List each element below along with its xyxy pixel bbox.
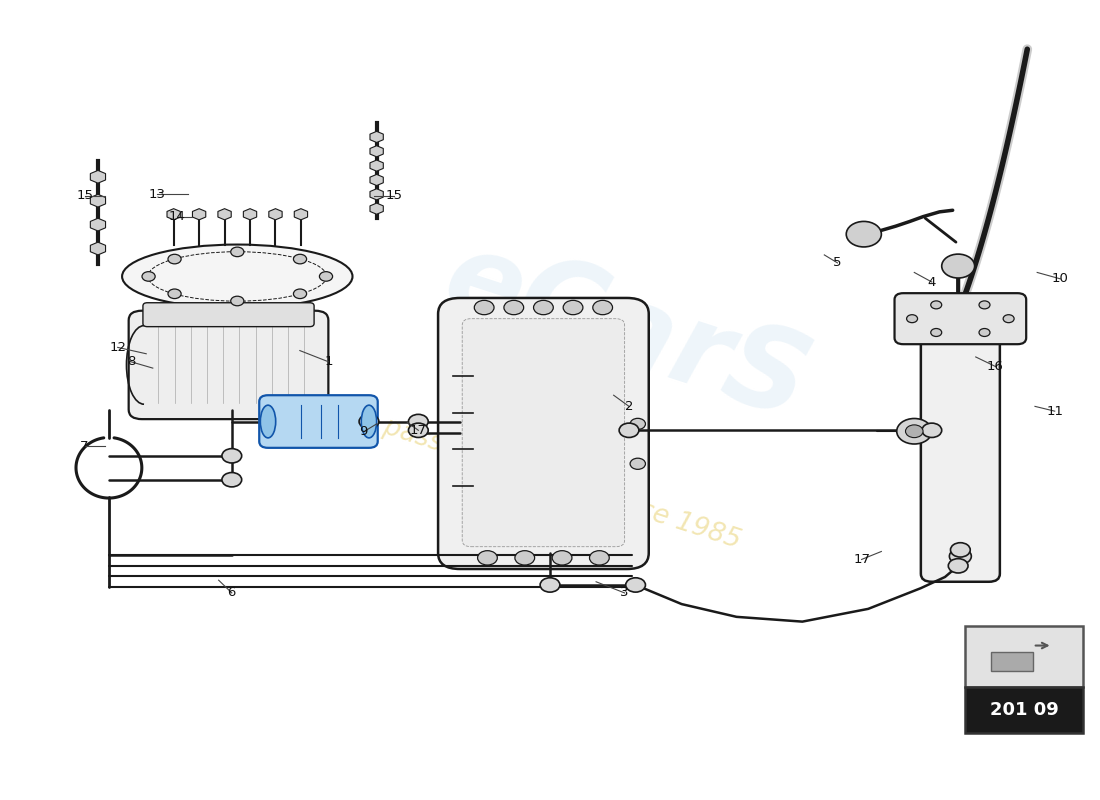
Polygon shape <box>370 203 383 214</box>
Polygon shape <box>243 209 256 220</box>
FancyBboxPatch shape <box>894 293 1026 344</box>
Circle shape <box>846 222 881 247</box>
Text: 1: 1 <box>324 355 332 368</box>
Text: 17: 17 <box>410 424 427 437</box>
Circle shape <box>630 458 646 470</box>
Text: 5: 5 <box>833 256 842 270</box>
FancyBboxPatch shape <box>260 395 377 448</box>
Circle shape <box>942 254 975 278</box>
Circle shape <box>294 289 307 298</box>
Circle shape <box>619 423 639 438</box>
Circle shape <box>590 550 609 565</box>
Text: 4: 4 <box>927 275 936 289</box>
Circle shape <box>534 300 553 314</box>
Circle shape <box>906 314 917 322</box>
FancyBboxPatch shape <box>129 310 329 419</box>
Text: 6: 6 <box>228 586 236 599</box>
Circle shape <box>630 418 646 430</box>
Circle shape <box>504 300 524 314</box>
Circle shape <box>949 548 971 564</box>
Ellipse shape <box>148 252 327 301</box>
Text: 15: 15 <box>76 190 94 202</box>
Circle shape <box>359 414 378 429</box>
Polygon shape <box>192 209 206 220</box>
Text: 9: 9 <box>360 426 367 438</box>
Circle shape <box>948 558 968 573</box>
Text: 8: 8 <box>126 355 135 368</box>
Circle shape <box>477 550 497 565</box>
Circle shape <box>922 423 942 438</box>
Circle shape <box>931 301 942 309</box>
Text: 10: 10 <box>1052 272 1068 286</box>
Circle shape <box>231 296 244 306</box>
Text: a passion for parts since 1985: a passion for parts since 1985 <box>356 406 744 554</box>
Polygon shape <box>218 209 231 220</box>
Text: 7: 7 <box>79 440 88 453</box>
FancyBboxPatch shape <box>965 626 1084 687</box>
Circle shape <box>931 329 942 337</box>
Text: 12: 12 <box>109 341 126 354</box>
Circle shape <box>979 329 990 337</box>
Circle shape <box>1003 314 1014 322</box>
Polygon shape <box>295 209 308 220</box>
Circle shape <box>896 418 932 444</box>
Polygon shape <box>370 131 383 142</box>
Polygon shape <box>90 194 106 207</box>
Circle shape <box>222 449 242 463</box>
Polygon shape <box>370 189 383 200</box>
Ellipse shape <box>261 405 276 438</box>
Circle shape <box>593 300 613 314</box>
Polygon shape <box>90 218 106 231</box>
FancyBboxPatch shape <box>991 652 1033 671</box>
Circle shape <box>552 550 572 565</box>
Circle shape <box>563 300 583 314</box>
FancyBboxPatch shape <box>438 298 649 569</box>
Polygon shape <box>167 209 180 220</box>
Circle shape <box>294 254 307 264</box>
Circle shape <box>979 301 990 309</box>
Text: 15: 15 <box>386 190 403 202</box>
Circle shape <box>231 247 244 257</box>
Polygon shape <box>90 170 106 183</box>
Text: 13: 13 <box>148 188 166 201</box>
FancyBboxPatch shape <box>462 318 625 546</box>
FancyBboxPatch shape <box>921 328 1000 582</box>
Circle shape <box>515 550 535 565</box>
Circle shape <box>168 289 182 298</box>
Circle shape <box>474 300 494 314</box>
Text: 17: 17 <box>854 553 870 566</box>
Text: 201 09: 201 09 <box>990 701 1058 719</box>
Circle shape <box>222 473 242 487</box>
FancyBboxPatch shape <box>143 302 315 326</box>
Ellipse shape <box>361 405 376 438</box>
Circle shape <box>319 272 332 282</box>
Circle shape <box>408 423 428 438</box>
Text: 11: 11 <box>1046 405 1064 418</box>
Polygon shape <box>370 160 383 171</box>
Circle shape <box>626 578 646 592</box>
Text: 14: 14 <box>168 210 186 223</box>
Circle shape <box>142 272 155 282</box>
Circle shape <box>950 542 970 557</box>
Circle shape <box>168 254 182 264</box>
Text: 3: 3 <box>620 586 629 599</box>
Polygon shape <box>370 174 383 186</box>
Polygon shape <box>268 209 282 220</box>
Text: 16: 16 <box>987 360 1004 373</box>
Text: eCarS: eCarS <box>431 222 823 443</box>
Polygon shape <box>370 146 383 157</box>
Circle shape <box>540 578 560 592</box>
FancyBboxPatch shape <box>965 687 1084 734</box>
Circle shape <box>408 414 428 429</box>
Circle shape <box>905 425 923 438</box>
Ellipse shape <box>122 245 352 308</box>
Polygon shape <box>90 242 106 255</box>
Text: 2: 2 <box>625 400 634 413</box>
